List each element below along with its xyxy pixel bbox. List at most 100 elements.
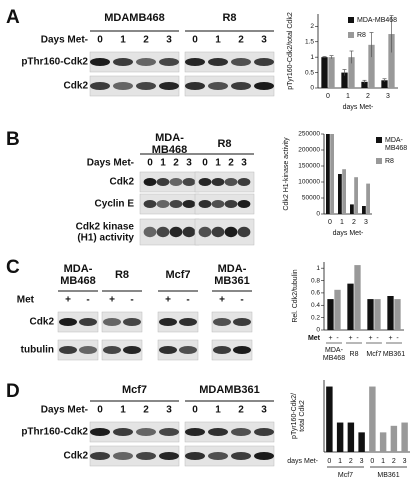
cell-line-label: R8: [115, 269, 129, 281]
blot-band: [136, 82, 156, 90]
blot-band: [159, 318, 177, 326]
legend-label: MDA-MB468: [385, 137, 407, 152]
bar: [347, 283, 354, 330]
blot-band: [185, 82, 205, 90]
y-tick-label: 200000: [298, 147, 320, 154]
x-tick-label: 3: [403, 458, 407, 465]
bar: [347, 422, 355, 452]
lane-label: -: [86, 295, 89, 306]
bar: [358, 432, 365, 452]
group-header: Met: [308, 335, 321, 342]
blot-band: [237, 178, 251, 186]
row-label: Cdk2: [110, 177, 135, 188]
bar: [327, 299, 334, 330]
blot-band: [136, 58, 156, 66]
blot-band: [159, 428, 179, 436]
blot-band: [113, 452, 133, 460]
y-tick-label: 100000: [298, 179, 320, 186]
row-label: Cdk2: [64, 81, 89, 92]
blot-band: [208, 428, 228, 436]
lane-label: 3: [186, 158, 192, 169]
row-label: pThr160-Cdk2: [21, 427, 88, 438]
bar: [367, 299, 374, 330]
blot-strip: [57, 311, 99, 333]
y-axis-label: Rel. Cdk2/tubulin: [292, 269, 299, 322]
lane-header: Days Met-: [87, 158, 134, 169]
x-tick-label: 1: [340, 219, 344, 226]
x-axis-label: days Met-: [287, 458, 318, 465]
blot-strip: [211, 339, 253, 361]
blot-band: [231, 452, 251, 460]
blot-band: [103, 346, 121, 354]
bar: [354, 177, 358, 214]
y-tick-label: 250000: [298, 131, 320, 138]
bar: [326, 386, 333, 452]
x-tick-label: 3: [360, 458, 364, 465]
lane-label: 0: [147, 158, 153, 169]
cell-line-label: MDA-MB468: [60, 263, 95, 287]
blot-band: [143, 178, 157, 186]
y-tick-label: 0.4: [311, 302, 320, 309]
x-axis-label: days Met-: [333, 230, 364, 237]
lane-header: Days Met-: [41, 405, 88, 416]
blot-band: [254, 82, 274, 90]
x-tick-label: R8: [350, 351, 359, 358]
blot-band: [182, 178, 196, 186]
bar: [334, 289, 341, 330]
blot-strip: [157, 311, 199, 333]
blot-band: [233, 318, 251, 326]
blot-band: [211, 178, 225, 186]
bar: [328, 57, 335, 88]
y-tick-label: 50000: [302, 195, 320, 202]
x-tick-label: 0: [328, 219, 332, 226]
y-axis-label: pTyr160-Cdk2/total Cdk2: [287, 12, 294, 90]
x-tick-label: MDA-MB468: [323, 347, 345, 362]
blot-band: [123, 346, 141, 354]
row-label: Cdk2: [30, 317, 55, 328]
blot-band: [123, 318, 141, 326]
blot-band: [254, 428, 274, 436]
cell-line-label: MDA-MB361: [214, 263, 249, 287]
blot-band: [136, 428, 156, 436]
blot-band: [254, 452, 274, 460]
y-tick-label: 150000: [298, 163, 320, 170]
lane-header: Days Met-: [41, 35, 88, 46]
panel-label: B: [6, 129, 20, 150]
blot-band: [224, 178, 238, 186]
panel-label: D: [6, 381, 20, 402]
bar: [336, 422, 344, 452]
lane-label: +: [65, 295, 71, 306]
blot-band: [79, 318, 97, 326]
blot-strip: [101, 339, 143, 361]
row-label: Cdk2 kinase (H1) activity: [76, 221, 135, 243]
lane-label: 0: [192, 405, 198, 416]
x-axis-label: days Met-: [343, 104, 374, 111]
cell-line-label: MDAMB468: [104, 12, 165, 24]
blot-band: [233, 346, 251, 354]
bar: [330, 134, 334, 214]
bar: [361, 81, 368, 88]
y-tick-label: 0: [316, 211, 320, 218]
bar: [388, 34, 395, 88]
blot-band: [113, 82, 133, 90]
x-tick-label: 0: [327, 458, 331, 465]
bar-label: +: [368, 335, 372, 342]
row-label: tubulin: [21, 345, 54, 356]
blot-strip: [101, 311, 143, 333]
y-tick-label: 0: [316, 327, 320, 334]
bar-label: -: [336, 335, 339, 342]
lane-label: 2: [173, 158, 179, 169]
x-tick-label: 2: [352, 219, 356, 226]
cell-line-label: MDAMB361: [199, 384, 260, 396]
cell-line-label: R8: [222, 12, 236, 24]
x-tick-label: 2: [366, 93, 370, 100]
blot-band: [90, 452, 110, 460]
x-tick-label: 2: [349, 458, 353, 465]
x-tick-label: 0: [370, 458, 374, 465]
bar: [326, 134, 330, 214]
legend-swatch: [348, 32, 354, 38]
lane-label: 3: [261, 35, 267, 46]
lane-label: 3: [261, 405, 267, 416]
bar: [379, 432, 387, 452]
